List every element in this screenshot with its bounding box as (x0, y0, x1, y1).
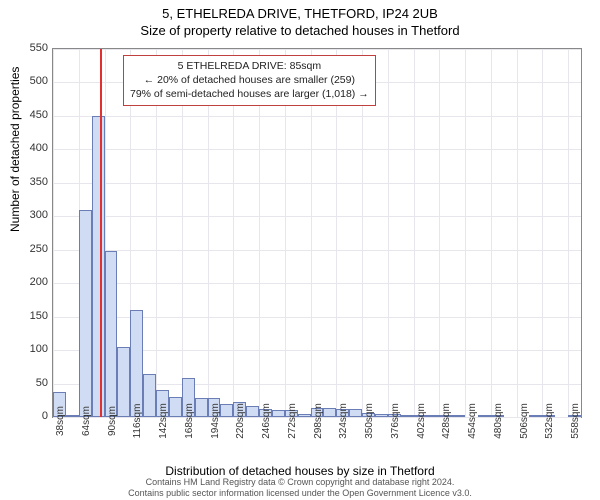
gridline-h (53, 250, 581, 251)
xtick-label: 532sqm (544, 403, 555, 439)
ytick-label: 500 (8, 75, 48, 87)
xtick-label: 480sqm (493, 403, 504, 439)
ytick-label: 450 (8, 109, 48, 121)
histogram-bar (105, 251, 118, 417)
xtick-label: 194sqm (210, 403, 221, 439)
histogram-bar (246, 406, 259, 417)
histogram-bar (323, 408, 336, 417)
histogram-bar (401, 415, 414, 417)
gridline-v (491, 49, 492, 417)
histogram-bar (375, 414, 388, 417)
gridline-v (517, 49, 518, 417)
footer-attribution: Contains HM Land Registry data © Crown c… (0, 477, 600, 498)
annotation-box: 5 ETHELREDA DRIVE: 85sqm← 20% of detache… (123, 55, 376, 106)
histogram-bar (426, 415, 439, 417)
xtick-label: 246sqm (261, 403, 272, 439)
gridline-h (53, 116, 581, 117)
histogram-bar (117, 347, 130, 417)
xtick-label: 142sqm (158, 403, 169, 439)
xtick-label: 272sqm (287, 403, 298, 439)
reference-line (100, 49, 102, 417)
histogram-bar (195, 398, 208, 417)
histogram-bar (272, 410, 285, 417)
xtick-label: 298sqm (313, 403, 324, 439)
ytick-label: 100 (8, 343, 48, 355)
ytick-label: 400 (8, 142, 48, 154)
histogram-bar (478, 415, 491, 417)
xtick-label: 350sqm (364, 403, 375, 439)
xtick-label: 428sqm (441, 403, 452, 439)
chart-title-address: 5, ETHELREDA DRIVE, THETFORD, IP24 2UB (0, 0, 600, 21)
xtick-label: 558sqm (570, 403, 581, 439)
xtick-label: 324sqm (338, 403, 349, 439)
ytick-label: 200 (8, 276, 48, 288)
ytick-label: 350 (8, 176, 48, 188)
annotation-line: 79% of semi-detached houses are larger (… (130, 87, 369, 101)
annotation-line: ← 20% of detached houses are smaller (25… (130, 73, 369, 87)
histogram-bar (66, 415, 79, 417)
xtick-label: 168sqm (184, 403, 195, 439)
histogram-bar (169, 397, 182, 417)
gridline-v (465, 49, 466, 417)
xtick-label: 38sqm (55, 406, 66, 436)
gridline-h (53, 183, 581, 184)
ytick-label: 0 (8, 410, 48, 422)
ytick-label: 50 (8, 377, 48, 389)
gridline-v (388, 49, 389, 417)
xtick-label: 506sqm (519, 403, 530, 439)
xtick-label: 454sqm (467, 403, 478, 439)
gridline-v (439, 49, 440, 417)
annotation-line: 5 ETHELREDA DRIVE: 85sqm (130, 59, 369, 73)
gridline-h (53, 216, 581, 217)
gridline-h (53, 49, 581, 50)
footer-line2: Contains public sector information licen… (0, 488, 600, 498)
chart-title-subtitle: Size of property relative to detached ho… (0, 21, 600, 38)
histogram-bar (92, 116, 105, 417)
histogram-bar (452, 415, 465, 417)
histogram-chart: 5, ETHELREDA DRIVE, THETFORD, IP24 2UB S… (0, 0, 600, 500)
histogram-bar (220, 404, 233, 417)
ytick-label: 150 (8, 310, 48, 322)
ytick-label: 250 (8, 243, 48, 255)
xtick-label: 220sqm (235, 403, 246, 439)
xtick-label: 116sqm (132, 404, 143, 439)
ytick-label: 550 (8, 42, 48, 54)
gridline-v (568, 49, 569, 417)
histogram-bar (349, 409, 362, 417)
footer-line1: Contains HM Land Registry data © Crown c… (0, 477, 600, 487)
xtick-label: 402sqm (416, 403, 427, 439)
gridline-v (542, 49, 543, 417)
gridline-v (53, 49, 54, 417)
gridline-h (53, 283, 581, 284)
xtick-label: 376sqm (390, 403, 401, 439)
plot-area: 5 ETHELREDA DRIVE: 85sqm← 20% of detache… (52, 48, 582, 418)
xtick-label: 64sqm (81, 406, 92, 436)
ytick-label: 300 (8, 209, 48, 221)
xtick-label: 90sqm (107, 406, 118, 436)
histogram-bar (130, 310, 143, 417)
histogram-bar (79, 210, 92, 417)
gridline-h (53, 149, 581, 150)
x-axis-label: Distribution of detached houses by size … (0, 464, 600, 478)
histogram-bar (143, 374, 156, 417)
histogram-bar (298, 414, 311, 417)
histogram-bar (529, 415, 542, 417)
gridline-v (414, 49, 415, 417)
